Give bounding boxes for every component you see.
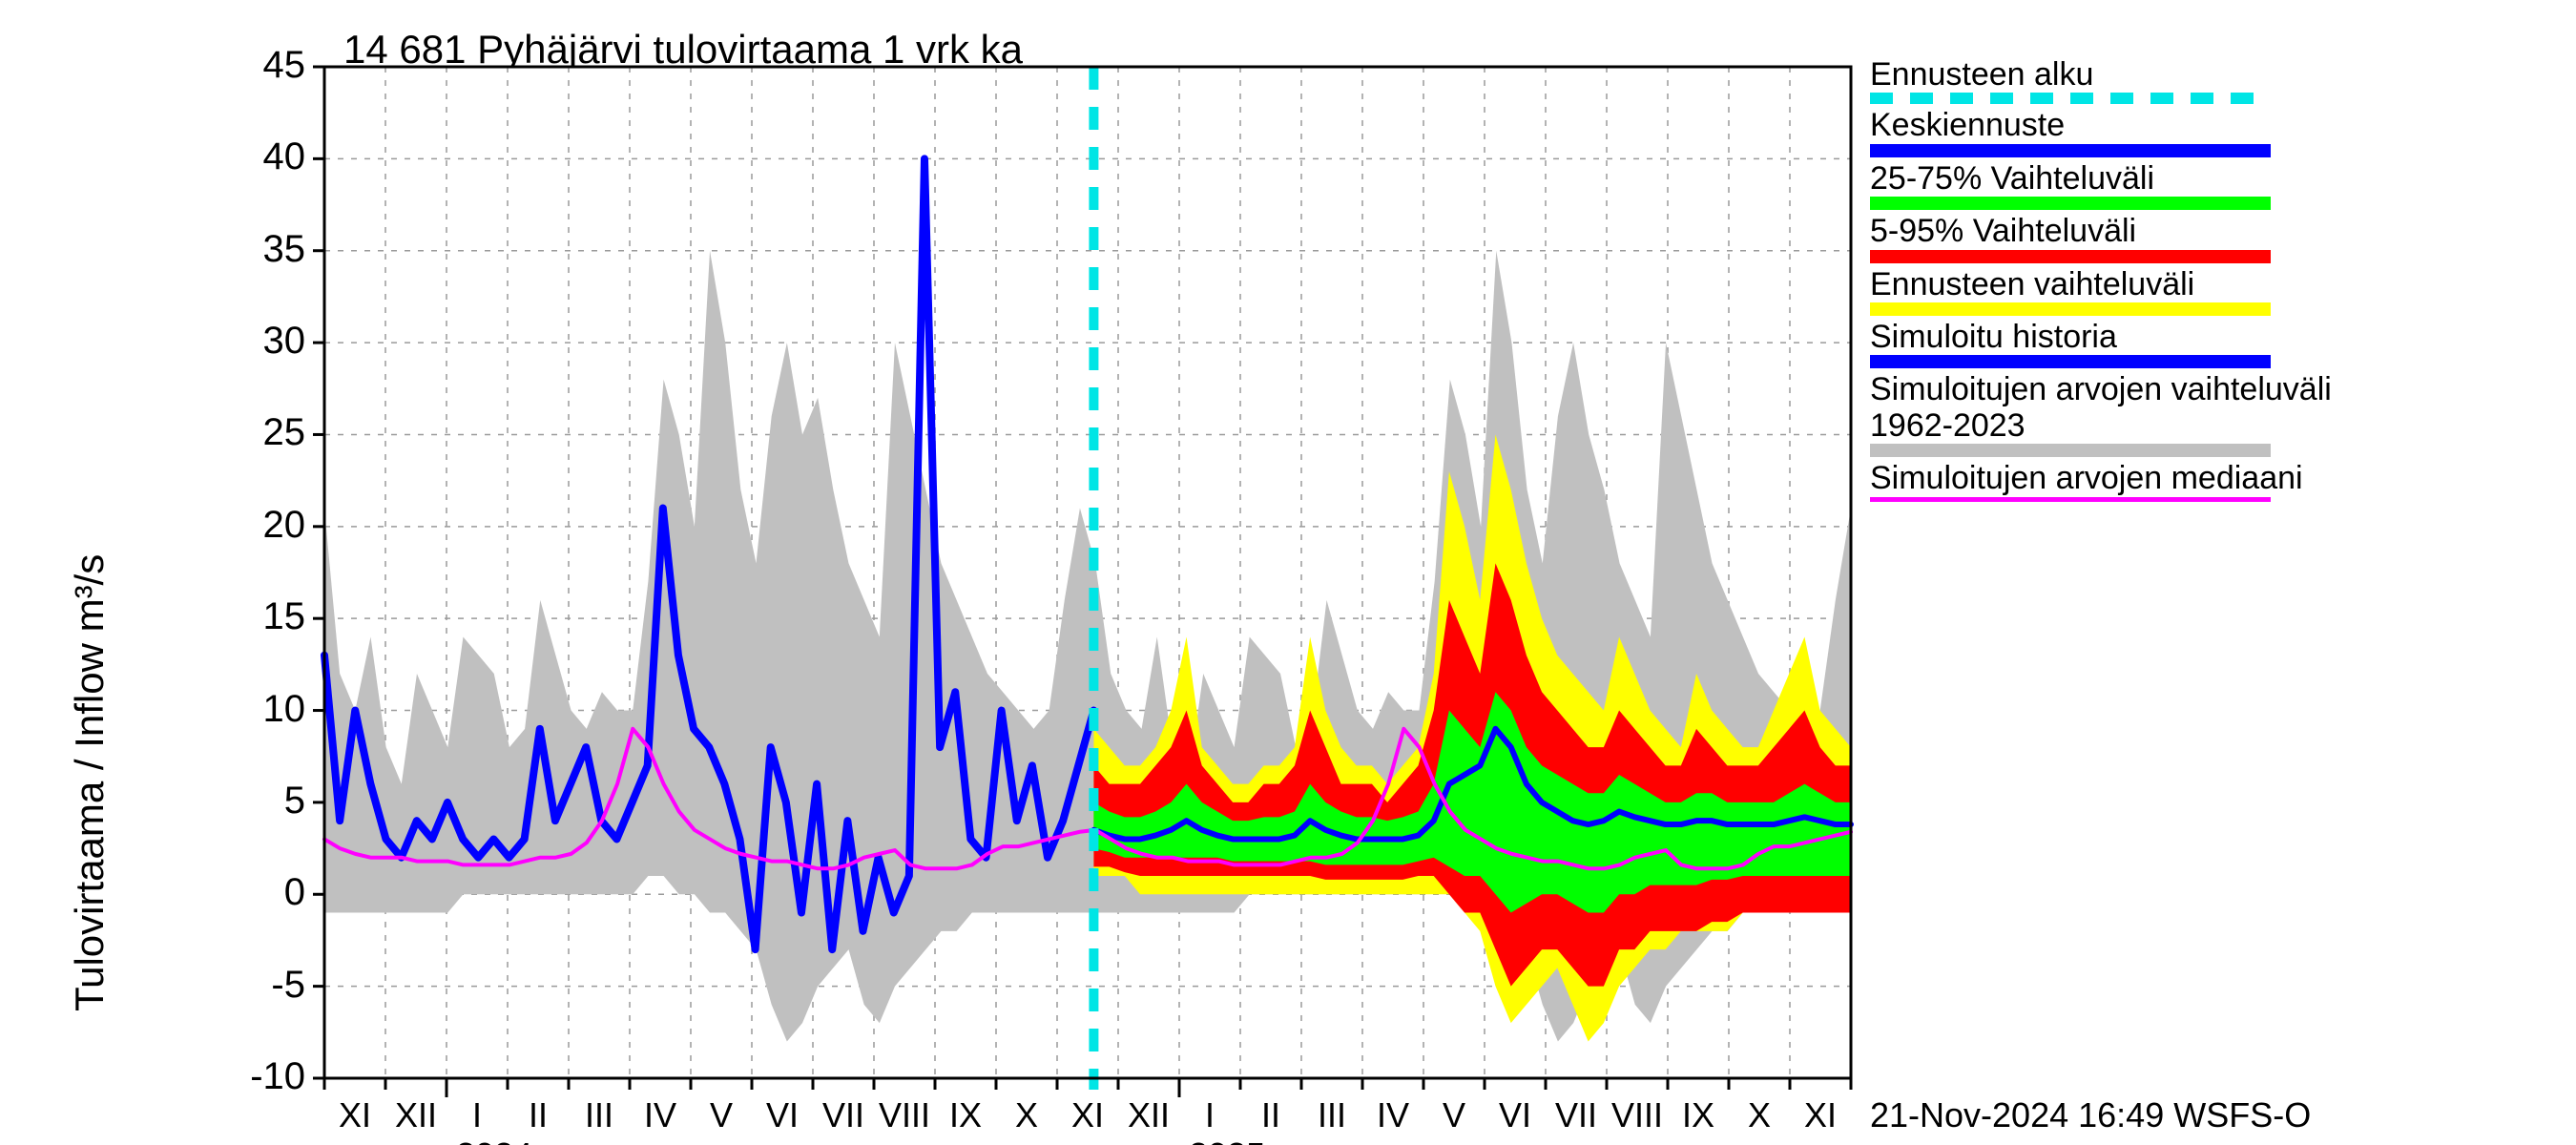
x-tick-label: IX	[1682, 1095, 1714, 1135]
y-tick-label: 5	[210, 780, 305, 822]
x-tick-label: X	[1748, 1095, 1771, 1135]
y-tick-label: 45	[210, 44, 305, 87]
x-tick-label: V	[1443, 1095, 1465, 1135]
x-tick-label: IX	[949, 1095, 982, 1135]
y-tick-label: 35	[210, 228, 305, 271]
y-axis-label: Tulovirtaama / Inflow m³/s	[67, 554, 113, 1011]
x-tick-label: I	[1205, 1095, 1215, 1135]
x-tick-label: II	[529, 1095, 548, 1135]
y-tick-label: -5	[210, 964, 305, 1007]
x-tick-label: X	[1015, 1095, 1038, 1135]
legend-item: 25-75% Vaihteluväli	[1870, 161, 2366, 210]
legend-label: 25-75% Vaihteluväli	[1870, 161, 2366, 197]
legend-label: Simuloitu historia	[1870, 320, 2366, 355]
legend-label: Ennusteen alku	[1870, 57, 2366, 93]
y-tick-label: -10	[210, 1055, 305, 1098]
plot-area	[305, 48, 1870, 1097]
x-tick-label: XII	[395, 1095, 437, 1135]
x-year-label: 2024	[456, 1135, 532, 1145]
legend-label: Ennusteen vaihteluväli	[1870, 267, 2366, 302]
x-tick-label: VII	[822, 1095, 864, 1135]
legend-swatch	[1870, 355, 2271, 368]
legend-item: Ennusteen vaihteluväli	[1870, 267, 2366, 316]
x-tick-label: VIII	[1611, 1095, 1663, 1135]
x-tick-label: VI	[766, 1095, 799, 1135]
legend-swatch	[1870, 144, 2271, 157]
x-tick-label: I	[472, 1095, 482, 1135]
y-tick-label: 25	[210, 411, 305, 454]
x-year-label: 2025	[1189, 1135, 1265, 1145]
x-tick-label: XI	[1071, 1095, 1104, 1135]
legend: Ennusteen alku Keskiennuste 25-75% Vaihtel…	[1870, 57, 2366, 506]
x-tick-label: IV	[644, 1095, 676, 1135]
x-tick-label: II	[1261, 1095, 1280, 1135]
x-tick-label: XII	[1128, 1095, 1170, 1135]
y-tick-label: 0	[210, 871, 305, 914]
legend-swatch	[1870, 444, 2271, 457]
x-tick-label: VII	[1555, 1095, 1597, 1135]
legend-swatch	[1870, 93, 2271, 104]
legend-swatch	[1870, 197, 2271, 210]
legend-swatch	[1870, 302, 2271, 316]
legend-swatch	[1870, 250, 2271, 263]
x-tick-label: IV	[1377, 1095, 1409, 1135]
legend-label: Simuloitujen arvojen mediaani	[1870, 461, 2366, 496]
legend-item: Ennusteen alku	[1870, 57, 2366, 104]
x-tick-label: XI	[339, 1095, 371, 1135]
legend-label: 5-95% Vaihteluväli	[1870, 214, 2366, 249]
y-tick-label: 10	[210, 688, 305, 731]
x-tick-label: III	[1318, 1095, 1346, 1135]
legend-label: Simuloitujen arvojen vaihteluväli 1962-2…	[1870, 372, 2366, 444]
legend-item: Simuloitujen arvojen mediaani	[1870, 461, 2366, 501]
legend-swatch	[1870, 497, 2271, 502]
y-tick-label: 30	[210, 320, 305, 363]
y-tick-label: 15	[210, 595, 305, 638]
x-tick-label: XI	[1804, 1095, 1837, 1135]
legend-label: Keskiennuste	[1870, 108, 2366, 143]
y-tick-label: 20	[210, 504, 305, 547]
x-tick-label: VIII	[879, 1095, 930, 1135]
y-tick-label: 40	[210, 135, 305, 178]
legend-item: Keskiennuste	[1870, 108, 2366, 156]
legend-item: Simuloitu historia	[1870, 320, 2366, 368]
legend-item: Simuloitujen arvojen vaihteluväli 1962-2…	[1870, 372, 2366, 457]
x-tick-label: VI	[1499, 1095, 1531, 1135]
x-tick-label: III	[585, 1095, 613, 1135]
footer-timestamp: 21-Nov-2024 16:49 WSFS-O	[1870, 1095, 2311, 1135]
legend-item: 5-95% Vaihteluväli	[1870, 214, 2366, 262]
chart-container: { "title": "14 681 Pyhäjärvi tulovirtaam…	[0, 0, 2576, 1145]
x-tick-label: V	[710, 1095, 733, 1135]
